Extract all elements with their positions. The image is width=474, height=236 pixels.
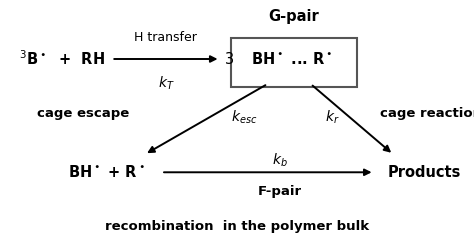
Text: BH$^\bullet$ + R$^\bullet$: BH$^\bullet$ + R$^\bullet$ (68, 164, 145, 180)
Text: $k_T$: $k_T$ (157, 74, 174, 92)
FancyBboxPatch shape (231, 38, 357, 87)
Text: recombination  in the polymer bulk: recombination in the polymer bulk (105, 220, 369, 233)
Text: $k_r$: $k_r$ (325, 108, 339, 126)
Text: F-pair: F-pair (257, 185, 302, 198)
Text: $^3$B$^\bullet$  +  RH: $^3$B$^\bullet$ + RH (19, 50, 105, 68)
Text: $k_{esc}$: $k_{esc}$ (231, 108, 257, 126)
Text: G-pair: G-pair (268, 9, 319, 25)
Text: H transfer: H transfer (135, 31, 197, 44)
Text: Products: Products (388, 165, 461, 180)
Text: 3: 3 (225, 51, 234, 67)
Text: BH$^\bullet$ ... R$^\bullet$: BH$^\bullet$ ... R$^\bullet$ (251, 51, 332, 67)
Text: $k_b$: $k_b$ (272, 152, 288, 169)
Text: cage reaction: cage reaction (380, 107, 474, 120)
Text: cage escape: cage escape (37, 107, 129, 120)
